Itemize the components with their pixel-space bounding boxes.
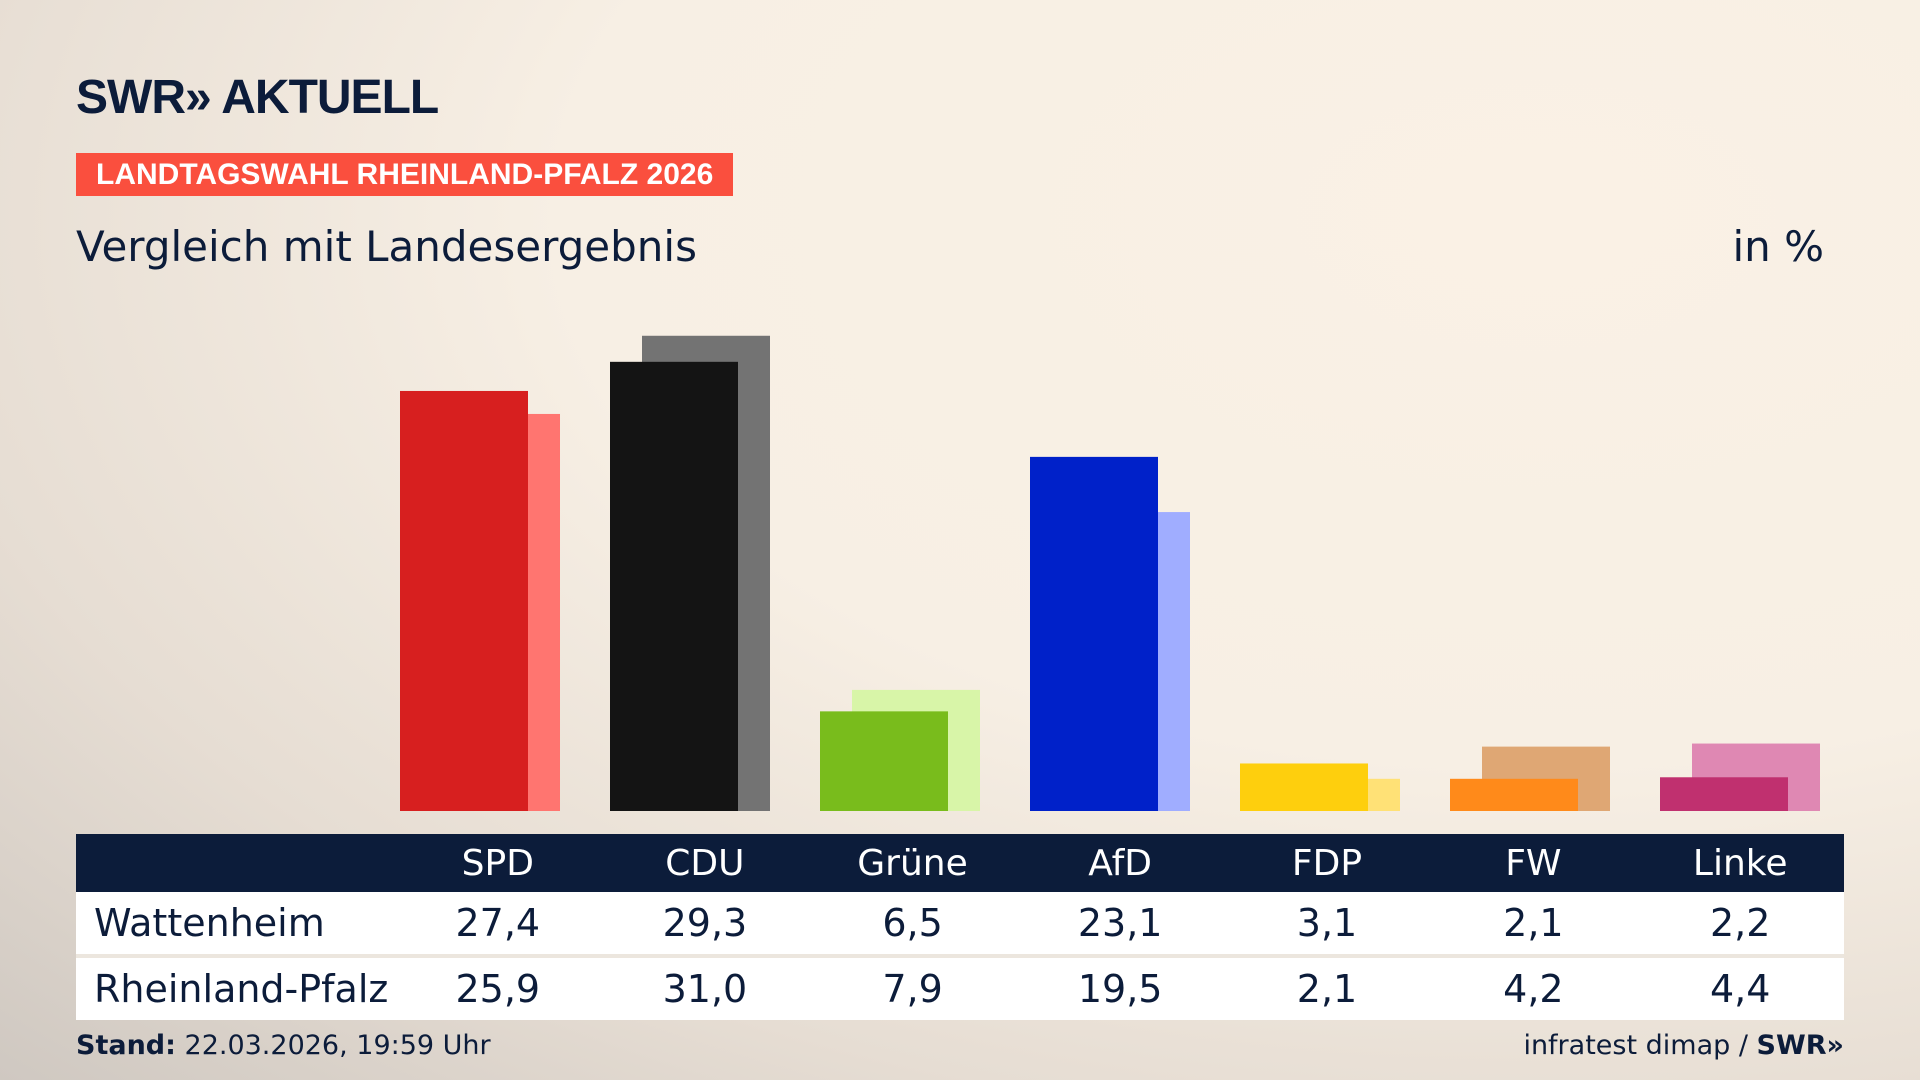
timestamp: Stand: 22.03.2026, 19:59 Uhr bbox=[76, 1030, 491, 1061]
cell-value: 25,9 bbox=[394, 954, 602, 1020]
cell-value: 2,1 bbox=[1430, 892, 1637, 954]
bar-chart bbox=[400, 335, 1820, 811]
cell-value: 4,4 bbox=[1636, 954, 1844, 1020]
header-party: Linke bbox=[1636, 834, 1844, 892]
table-row: Wattenheim 27,4 29,3 6,5 23,1 3,1 2,1 2,… bbox=[76, 892, 1844, 954]
table-header-row: SPD CDU Grüne AfD FDP FW Linke bbox=[76, 834, 1844, 892]
stand-label: Stand: bbox=[76, 1030, 176, 1061]
swr-logo: SWR» bbox=[1756, 1030, 1844, 1061]
bar-spd-wattenheim bbox=[400, 390, 528, 811]
cell-value: 2,1 bbox=[1223, 954, 1431, 1020]
header-empty bbox=[76, 834, 395, 892]
header-party: CDU bbox=[601, 834, 809, 892]
stand-value: 22.03.2026, 19:59 Uhr bbox=[184, 1030, 491, 1061]
chart-subtitle: Vergleich mit Landesergebnis bbox=[76, 222, 697, 271]
header-party: FW bbox=[1430, 834, 1637, 892]
swr-aktuell-logo: SWR» AKTUELL bbox=[76, 71, 439, 124]
bar-fw-wattenheim bbox=[1450, 778, 1578, 811]
cell-value: 31,0 bbox=[601, 954, 809, 1020]
row-label: Wattenheim bbox=[76, 892, 395, 954]
header-party: FDP bbox=[1223, 834, 1431, 892]
source-text: infratest dimap / bbox=[1523, 1030, 1757, 1061]
bar-fdp-wattenheim bbox=[1240, 763, 1368, 811]
cell-value: 19,5 bbox=[1016, 954, 1224, 1020]
bar-afd-wattenheim bbox=[1030, 456, 1158, 811]
cell-value: 7,9 bbox=[808, 954, 1017, 1020]
cell-value: 23,1 bbox=[1016, 892, 1224, 954]
results-table: SPD CDU Grüne AfD FDP FW Linke Wattenhei… bbox=[76, 834, 1844, 1020]
election-badge: LANDTAGSWAHL RHEINLAND-PFALZ 2026 bbox=[76, 153, 734, 196]
bar-linke-wattenheim bbox=[1660, 777, 1788, 811]
unit-label: in % bbox=[1732, 222, 1824, 271]
cell-value: 27,4 bbox=[394, 892, 602, 954]
header-party: AfD bbox=[1016, 834, 1224, 892]
header-party: Grüne bbox=[808, 834, 1017, 892]
bar-gruene-wattenheim bbox=[820, 711, 948, 811]
cell-value: 4,2 bbox=[1430, 954, 1637, 1020]
bar-cdu-wattenheim bbox=[610, 361, 738, 811]
table-row: Rheinland-Pfalz 25,9 31,0 7,9 19,5 2,1 4… bbox=[76, 954, 1844, 1020]
cell-value: 2,2 bbox=[1636, 892, 1844, 954]
cell-value: 6,5 bbox=[808, 892, 1017, 954]
row-label: Rheinland-Pfalz bbox=[76, 954, 395, 1020]
cell-value: 29,3 bbox=[601, 892, 809, 954]
cell-value: 3,1 bbox=[1223, 892, 1431, 954]
source: infratest dimap / SWR» bbox=[1523, 1030, 1844, 1061]
header-party: SPD bbox=[394, 834, 602, 892]
